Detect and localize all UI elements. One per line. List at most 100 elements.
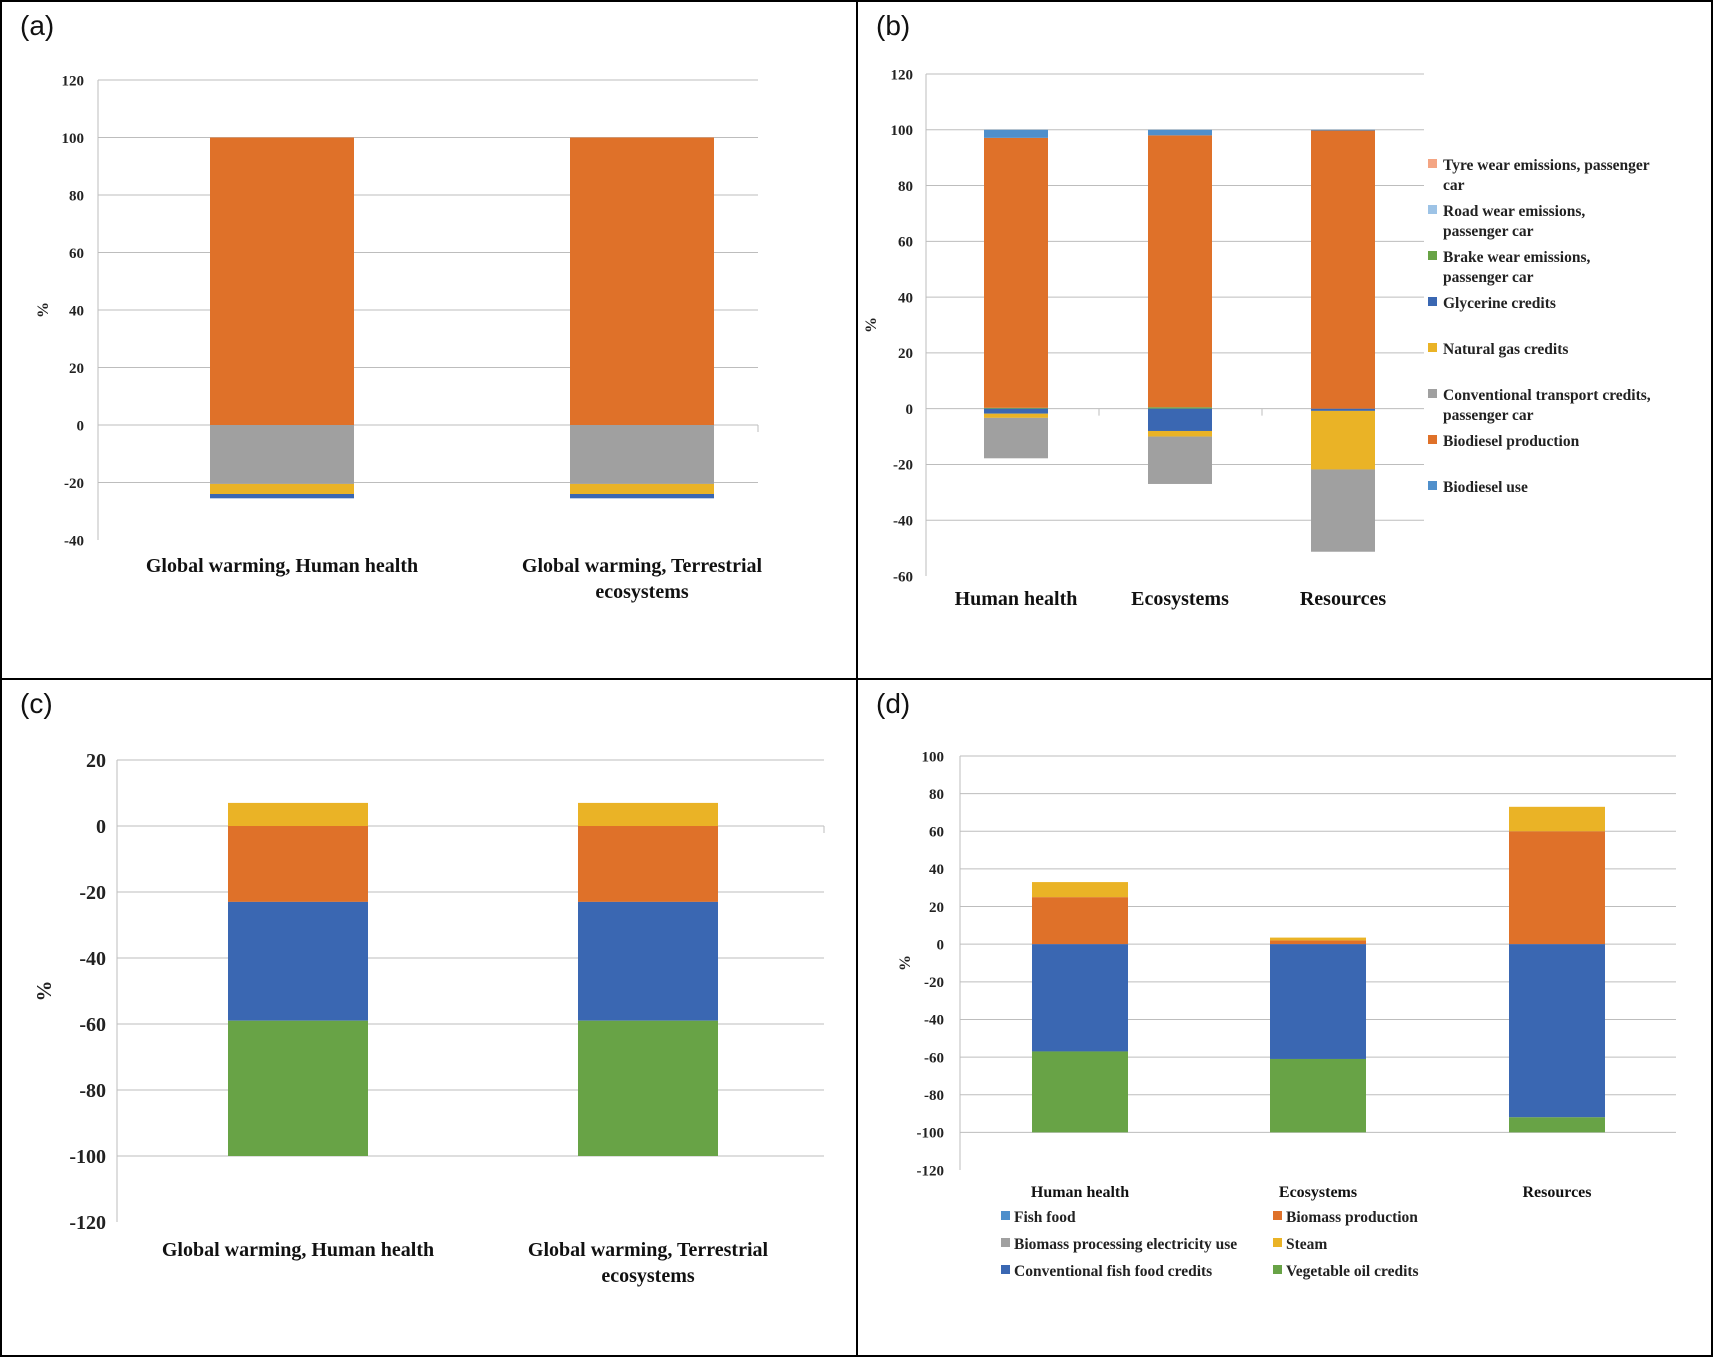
- x-tick-label: Global warming, Terrestrial: [528, 1239, 769, 1261]
- y-tick-label: -20: [893, 458, 913, 474]
- x-tick-label: Global warming, Human health: [162, 1239, 434, 1261]
- y-tick-label: -60: [79, 1014, 106, 1036]
- y-tick-label: 60: [898, 235, 913, 251]
- chart-b: -60 -40 -20 0 20 40 60 80 100 120% Human health Eco…: [863, 67, 1651, 610]
- bar-segment: [228, 802, 368, 826]
- legend-label: Conventional transport credits,: [1443, 387, 1651, 404]
- bar-segment: [578, 901, 718, 1021]
- x-tick-label: Resources: [1300, 588, 1386, 610]
- y-tick-label: 60: [929, 825, 944, 841]
- legend-label: Glycerine credits: [1443, 295, 1556, 312]
- bar-segment: [1311, 129, 1375, 131]
- bar-segment: [984, 417, 1048, 459]
- bar-segment: [984, 407, 1048, 409]
- y-tick-label: -40: [64, 533, 84, 549]
- y-tick-label: -60: [924, 1050, 944, 1066]
- legend-swatch: [1428, 343, 1437, 352]
- bar-segment: [570, 137, 714, 425]
- legend-label: passenger car: [1443, 269, 1534, 286]
- bar-segment: [984, 137, 1048, 408]
- bar-segment: [570, 494, 714, 499]
- y-tick-label: 120: [891, 67, 914, 83]
- legend-swatch: [1273, 1238, 1282, 1247]
- bar-segment: [1311, 469, 1375, 552]
- legend-label: Biodiesel production: [1443, 433, 1580, 450]
- legend-swatch: [1428, 481, 1437, 490]
- bar-segment: [984, 408, 1048, 414]
- bar-segment: [1148, 135, 1212, 408]
- x-tick-label: Global warming, Human health: [146, 555, 418, 577]
- y-tick-label: 40: [69, 303, 84, 319]
- x-tick-label: Human health: [955, 588, 1078, 610]
- y-tick-label: 60: [69, 246, 84, 262]
- y-tick-label: 80: [69, 188, 84, 204]
- y-tick-label: -120: [69, 1212, 106, 1234]
- legend-label: Biomass processing electricity use: [1014, 1236, 1237, 1253]
- y-tick-label: 40: [929, 862, 944, 878]
- y-tick-label: -40: [924, 1013, 944, 1029]
- x-tick-label: ecosystems: [595, 581, 689, 603]
- y-tick-label: -80: [79, 1080, 106, 1102]
- legend-swatch: [1273, 1211, 1282, 1220]
- panel-letter: (a): [20, 10, 55, 41]
- bar-segment: [1032, 1051, 1128, 1133]
- y-tick-label: 80: [898, 179, 913, 195]
- y-axis-label: %: [32, 981, 56, 1002]
- y-tick-label: 0: [96, 816, 106, 838]
- y-axis-label: %: [897, 955, 914, 971]
- y-tick-label: 80: [929, 787, 944, 803]
- bar-segment: [1311, 130, 1375, 409]
- y-tick-label: -120: [917, 1163, 945, 1179]
- y-axis-label: %: [863, 317, 880, 333]
- legend-label: Road wear emissions,: [1443, 203, 1585, 220]
- legend-label: Tyre wear emissions, passenger: [1443, 157, 1650, 174]
- y-tick-label: 20: [929, 900, 944, 916]
- x-tick-label: Resources: [1522, 1184, 1591, 1201]
- bar-segment: [1270, 944, 1366, 1059]
- bar-segment: [1270, 937, 1366, 941]
- panel-b: (b) -60 -40 -20 0 20 40 60 80 100 120% Human healt…: [856, 0, 1713, 680]
- x-tick-label: Ecosystems: [1131, 588, 1229, 610]
- bar-segment: [1148, 408, 1212, 431]
- legend-label: Biodiesel use: [1443, 479, 1528, 496]
- x-tick-label: Ecosystems: [1279, 1184, 1357, 1201]
- bar-segment: [570, 425, 714, 484]
- legend: Fish food Biomass production Biomass proce…: [1001, 1209, 1419, 1280]
- y-tick-label: -20: [924, 975, 944, 991]
- y-tick-label: 20: [69, 361, 84, 377]
- legend-label: Natural gas credits: [1443, 341, 1568, 358]
- legend-label: Conventional fish food credits: [1014, 1263, 1212, 1280]
- y-tick-label: -100: [69, 1146, 106, 1168]
- legend-label: Fish food: [1014, 1209, 1076, 1226]
- bar-segment: [578, 802, 718, 826]
- bar-segment: [1148, 430, 1212, 437]
- bar-segment: [1311, 410, 1375, 470]
- bar-segment: [228, 901, 368, 1021]
- legend-swatch: [1428, 251, 1437, 260]
- legend-swatch: [1273, 1265, 1282, 1274]
- legend-swatch: [1428, 205, 1437, 214]
- bar-segment: [1509, 806, 1605, 832]
- bar-segment: [228, 1020, 368, 1156]
- panel-letter: (c): [20, 688, 53, 719]
- y-tick-label: 0: [937, 937, 945, 953]
- bar-segment: [1148, 436, 1212, 484]
- y-tick-label: 120: [62, 73, 85, 89]
- legend-swatch: [1001, 1238, 1010, 1247]
- y-tick-label: -40: [79, 948, 106, 970]
- y-tick-label: -60: [893, 569, 913, 585]
- x-tick-label: Human health: [1031, 1184, 1129, 1201]
- bar-segment: [570, 483, 714, 494]
- bar-segment: [210, 137, 354, 425]
- panel-d: (d) -120 -100 -80 -60 -40 -20 0 20 40 60 80 100% Hum…: [856, 678, 1713, 1357]
- legend: Tyre wear emissions, passenger car Road we…: [1428, 157, 1651, 496]
- chart-c: -120 -100 -80 -60 -40 -20 0 20% Global warming, …: [32, 750, 825, 1287]
- bar-segment: [1148, 407, 1212, 409]
- legend-label: Brake wear emissions,: [1443, 249, 1591, 266]
- legend-swatch: [1001, 1211, 1010, 1220]
- panel-c: (c) -120 -100 -80 -60 -40 -20 0 20% Global warmi…: [0, 678, 858, 1357]
- x-tick-label: ecosystems: [601, 1265, 695, 1287]
- y-tick-label: 20: [898, 346, 913, 362]
- legend-label: Biomass production: [1286, 1209, 1418, 1226]
- y-tick-label: 20: [86, 750, 106, 772]
